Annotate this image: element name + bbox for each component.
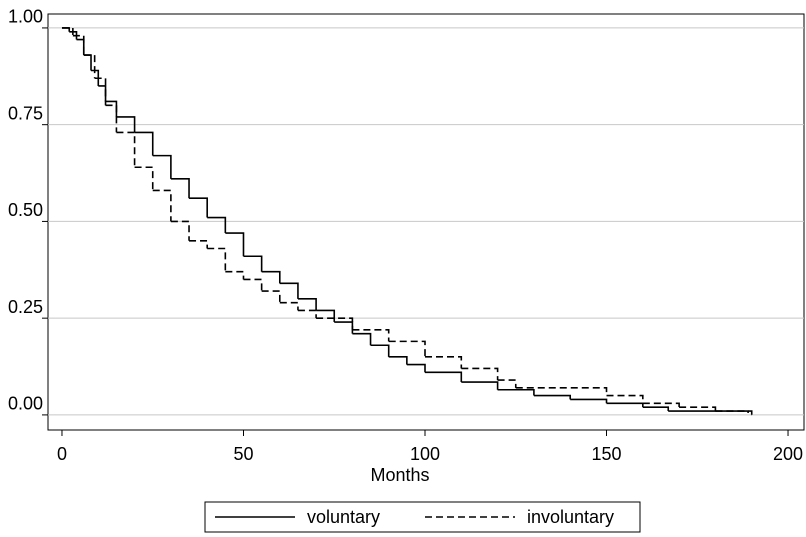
y-tick-label: 0.00	[8, 394, 43, 414]
step-segment	[207, 216, 227, 234]
step-segment	[642, 406, 670, 412]
step-segment	[370, 344, 390, 357]
x-tick-label: 50	[233, 444, 253, 464]
step-segment	[668, 410, 749, 413]
step-segment	[406, 363, 426, 373]
step-segment	[279, 301, 299, 311]
step-segment	[497, 388, 535, 396]
step-segment	[170, 178, 190, 199]
step-segment	[388, 356, 408, 365]
step-segment	[134, 166, 154, 191]
step-segment	[515, 387, 608, 396]
step-segment	[316, 309, 336, 323]
step-segment	[207, 247, 227, 272]
legend-label: voluntary	[307, 507, 380, 527]
y-tick-label: 0.50	[8, 200, 43, 220]
step-segment	[94, 77, 107, 106]
step-segment	[152, 189, 172, 222]
step-segment	[69, 31, 78, 40]
x-axis-label: Months	[370, 465, 429, 485]
step-segment	[61, 27, 74, 36]
plot-frame	[47, 13, 805, 431]
step-segment	[570, 398, 608, 404]
step-segment	[461, 381, 499, 390]
step-segment	[425, 356, 463, 369]
step-segment	[533, 394, 572, 400]
step-segment	[98, 85, 107, 102]
step-segment	[72, 34, 85, 56]
step-segment	[715, 410, 753, 415]
step-segment	[83, 54, 92, 71]
step-segment	[316, 317, 354, 330]
x-tick-label: 100	[410, 444, 440, 464]
step-segment	[116, 116, 136, 133]
step-segment	[105, 100, 118, 117]
step-segment	[243, 278, 263, 292]
x-tick-label: 150	[591, 444, 621, 464]
step-segment	[134, 131, 154, 156]
step-segment	[170, 220, 190, 241]
step-segment	[679, 406, 717, 412]
step-segment	[606, 402, 644, 408]
step-segment	[76, 38, 85, 56]
step-segment	[189, 239, 208, 249]
step-segment	[297, 298, 317, 311]
step-segment	[352, 332, 372, 346]
step-segment	[261, 270, 281, 284]
step-segment	[642, 402, 680, 408]
y-tick-label: 1.00	[8, 7, 43, 27]
step-segment	[116, 131, 136, 168]
x-tick-label: 200	[773, 444, 803, 464]
y-tick-label: 0.75	[8, 103, 43, 123]
step-segment	[189, 197, 208, 218]
y-tick-label: 0.25	[8, 297, 43, 317]
step-segment	[352, 328, 390, 342]
step-segment	[225, 232, 245, 257]
step-segment	[91, 69, 100, 86]
step-segment	[279, 282, 299, 299]
step-segment	[297, 309, 317, 319]
step-segment	[152, 154, 172, 179]
legend-label: involuntary	[527, 507, 614, 527]
step-segment	[497, 379, 517, 388]
step-segment	[388, 340, 426, 357]
step-segment	[261, 290, 281, 303]
step-segment	[83, 54, 96, 79]
step-segment	[425, 371, 463, 383]
step-segment	[105, 104, 118, 133]
x-tick-label: 0	[57, 444, 67, 464]
step-segment	[461, 367, 499, 381]
step-segment	[606, 394, 644, 404]
legend-box	[204, 501, 641, 533]
step-segment	[334, 321, 354, 334]
step-segment	[243, 255, 263, 272]
step-segment	[225, 270, 245, 280]
